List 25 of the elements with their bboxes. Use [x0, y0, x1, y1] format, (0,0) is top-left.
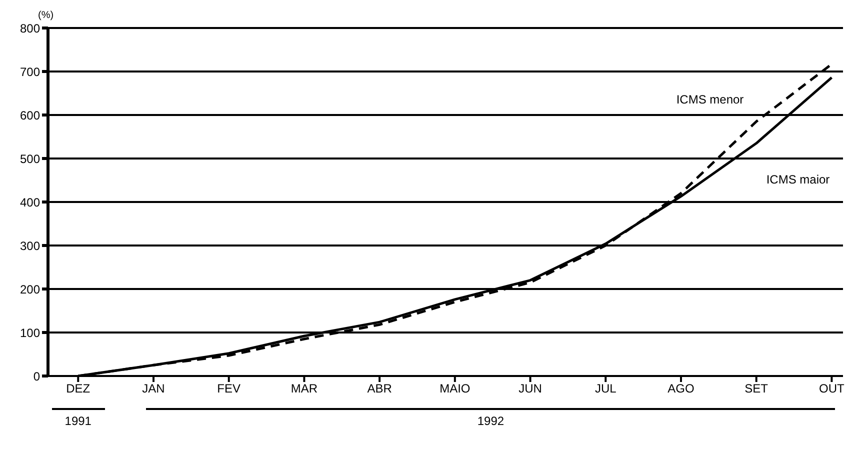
x-tick-label: SET	[744, 382, 769, 396]
x-tick-label: AGO	[668, 382, 694, 396]
y-tick-label: 500	[20, 152, 40, 166]
text: 1992	[476, 414, 506, 428]
y-tick-label: 0	[33, 369, 40, 384]
y-tick-label: 300	[20, 238, 40, 253]
x-tick-label: JAN	[142, 382, 165, 396]
y-tick-label: 400	[20, 195, 40, 210]
text: 1991	[64, 414, 92, 428]
y-tick-label: 600	[20, 108, 40, 122]
series-label: ICMS menor	[676, 92, 744, 107]
x-tick-label: DEZ	[66, 382, 90, 396]
x-tick-label: JUL	[594, 382, 617, 396]
x-tick-label: MAIO	[440, 382, 470, 396]
y-tick-label: 200	[20, 282, 40, 296]
y-tick-label: 700	[20, 64, 40, 79]
text: ICMS maior	[766, 172, 830, 186]
y-tick-label: 100	[20, 326, 40, 340]
x-tick-label: MAR	[290, 382, 318, 396]
y-axis-title: (%)	[38, 10, 54, 21]
x-tick-label: JUN	[518, 382, 542, 396]
x-tick-label: FEV	[217, 382, 241, 396]
x-tick-label: ABR	[367, 382, 392, 396]
y-tick-label: 800	[20, 21, 40, 36]
x-tick-label: OUT	[819, 382, 846, 396]
